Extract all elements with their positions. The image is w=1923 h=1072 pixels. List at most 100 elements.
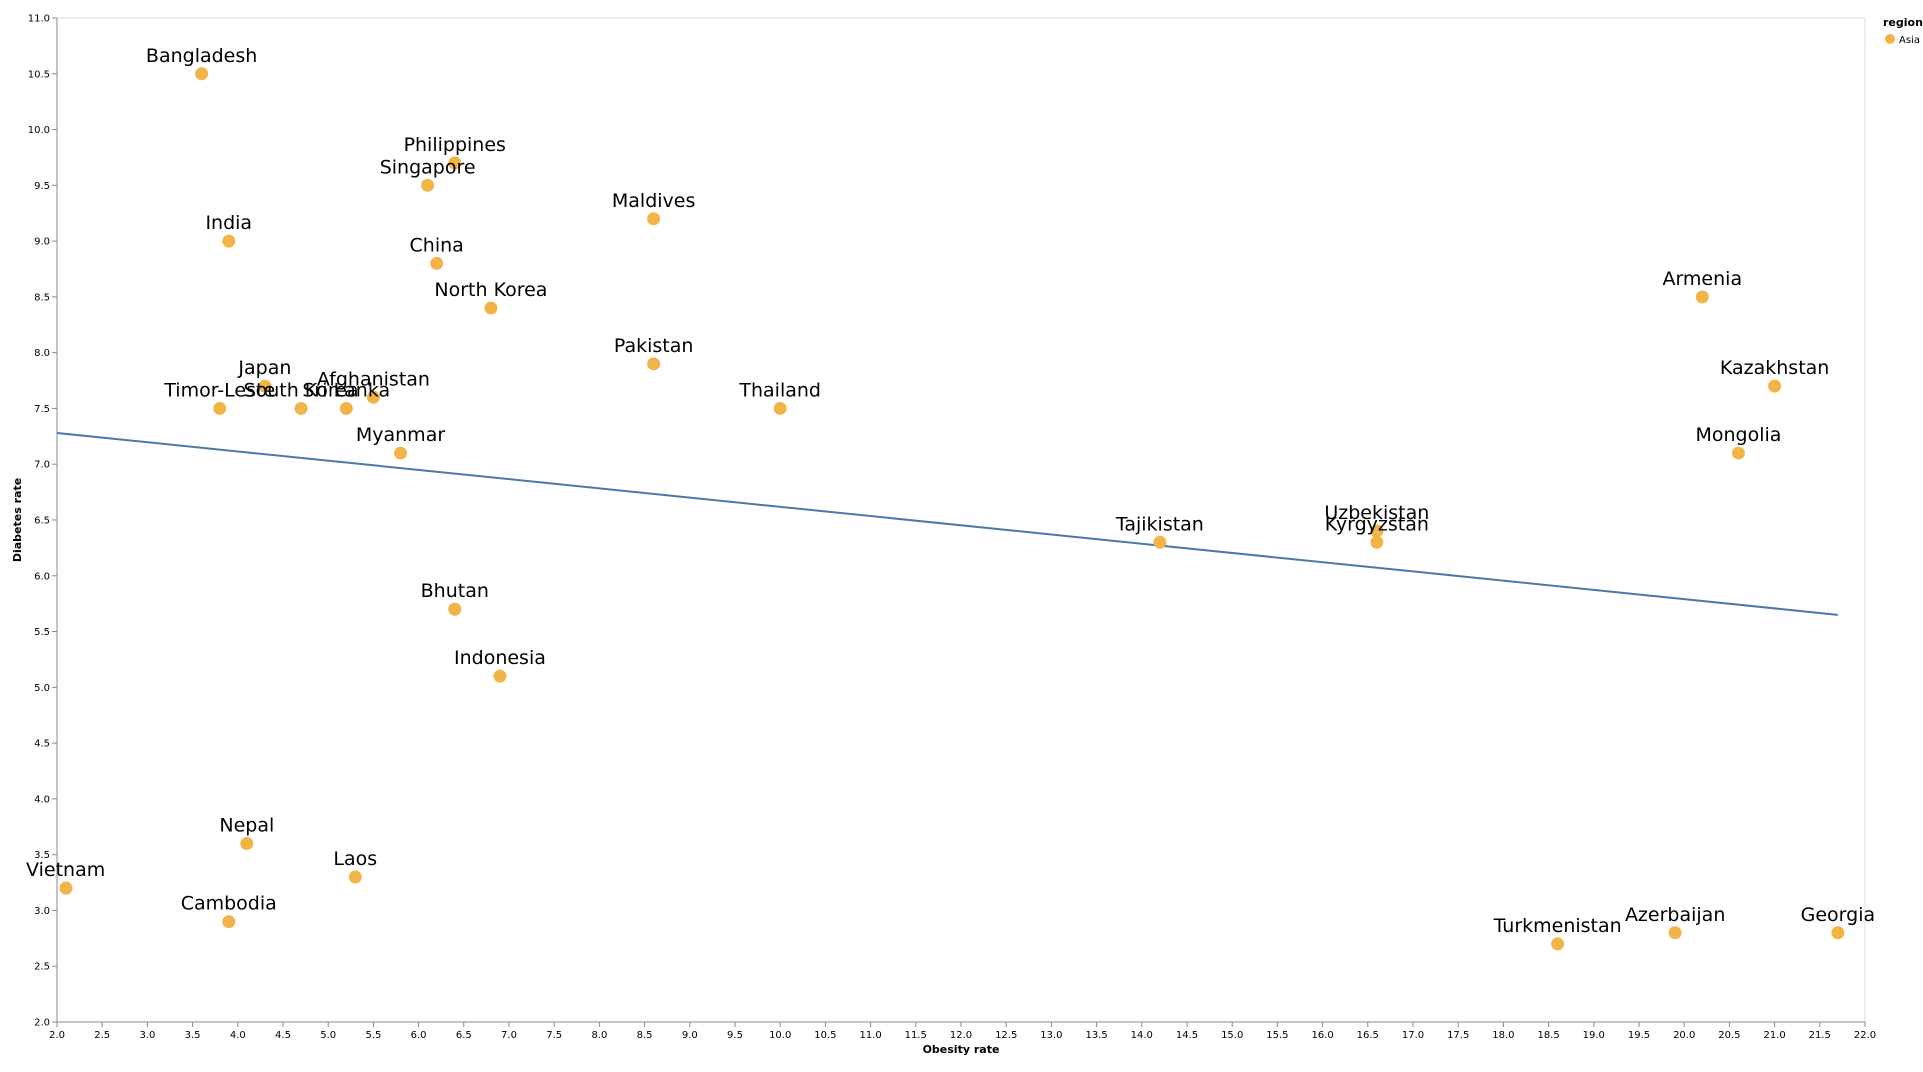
x-axis: 2.0 2.5 3.0 3.5 4.0 4.5 5.0 5.5 6.0 6.5 7.0 7.5 8.0 8… xyxy=(49,1021,1876,1041)
point-tajikistan xyxy=(1153,535,1167,549)
point-japan xyxy=(258,379,272,393)
point-label-pakistan: Pakistan xyxy=(614,335,694,357)
x-tick-label: 18.0 xyxy=(1492,1030,1514,1041)
y-tick-label: 9.0 xyxy=(34,237,50,248)
point-north-korea xyxy=(484,301,498,315)
point-label-sri-lanka: Sri Lanka xyxy=(302,379,390,401)
x-tick-label: 3.5 xyxy=(185,1030,201,1041)
y-tick-label: 8.5 xyxy=(34,292,50,303)
x-tick-label: 13.5 xyxy=(1085,1030,1107,1041)
point-label-uzbekistan: Uzbekistan xyxy=(1324,502,1429,524)
x-tick-label: 4.0 xyxy=(230,1030,246,1041)
y-tick-label: 9.5 xyxy=(34,181,50,192)
y-tick-label: 8.0 xyxy=(34,348,50,359)
x-tick-label: 16.0 xyxy=(1311,1030,1333,1041)
point-mongolia xyxy=(1731,446,1745,460)
y-axis: 2.0 2.5 3.0 3.5 4.0 4.5 5.0 5.5 6.0 6.5 7.0 7.5 8.0 8… xyxy=(28,14,58,1029)
y-tick-label: 7.0 xyxy=(34,460,50,471)
y-tick-label: 10.0 xyxy=(28,125,50,136)
point-vietnam xyxy=(59,881,73,895)
x-axis-title: Obesity rate xyxy=(923,1043,1000,1056)
x-tick-label: 9.5 xyxy=(727,1030,743,1041)
point-label-timor-leste: Timor-Leste xyxy=(163,379,275,401)
trend-line-layer xyxy=(56,431,1838,616)
x-tick-label: 12.5 xyxy=(995,1030,1017,1041)
y-tick-label: 6.0 xyxy=(34,571,50,582)
legend-label-asia: Asia xyxy=(1899,35,1920,46)
x-tick-label: 12.0 xyxy=(950,1030,972,1041)
x-tick-label: 17.0 xyxy=(1402,1030,1424,1041)
x-tick-label: 7.5 xyxy=(546,1030,562,1041)
point-label-thailand: Thailand xyxy=(738,379,821,401)
point-armenia xyxy=(1695,290,1709,304)
x-tick-label: 14.5 xyxy=(1176,1030,1198,1041)
x-tick-label: 11.0 xyxy=(859,1030,881,1041)
x-tick-label: 21.5 xyxy=(1809,1030,1831,1041)
y-tick-label: 11.0 xyxy=(28,14,50,25)
point-label-singapore: Singapore xyxy=(380,156,476,178)
x-tick-label: 10.0 xyxy=(769,1030,791,1041)
y-tick-label: 2.5 xyxy=(34,962,50,973)
legend: region Asia xyxy=(1883,16,1923,46)
x-tick-label: 5.5 xyxy=(365,1030,381,1041)
point-label-turkmenistan: Turkmenistan xyxy=(1493,915,1622,937)
point-nepal xyxy=(240,837,254,851)
points-layer xyxy=(59,67,1845,951)
x-tick-label: 18.5 xyxy=(1537,1030,1559,1041)
x-tick-label: 15.5 xyxy=(1266,1030,1288,1041)
x-tick-label: 7.0 xyxy=(501,1030,517,1041)
point-label-georgia: Georgia xyxy=(1801,904,1876,926)
y-tick-label: 5.5 xyxy=(34,627,50,638)
point-label-kyrgyzstan: Kyrgyzstan xyxy=(1325,513,1429,535)
x-tick-label: 20.5 xyxy=(1718,1030,1740,1041)
y-tick-label: 10.5 xyxy=(28,69,50,80)
x-tick-label: 14.0 xyxy=(1131,1030,1153,1041)
x-tick-label: 3.0 xyxy=(139,1030,155,1041)
x-tick-label: 20.0 xyxy=(1673,1030,1695,1041)
x-tick-label: 19.5 xyxy=(1628,1030,1650,1041)
point-label-bangladesh: Bangladesh xyxy=(146,45,257,67)
x-tick-label: 10.5 xyxy=(814,1030,836,1041)
point-azerbaijan xyxy=(1668,926,1682,940)
point-thailand xyxy=(773,401,787,415)
point-label-azerbaijan: Azerbaijan xyxy=(1625,904,1725,926)
y-tick-label: 3.0 xyxy=(34,906,50,917)
x-tick-label: 2.5 xyxy=(94,1030,110,1041)
x-tick-label: 6.0 xyxy=(411,1030,427,1041)
x-tick-label: 8.5 xyxy=(637,1030,653,1041)
x-tick-label: 6.5 xyxy=(456,1030,472,1041)
legend-title: region xyxy=(1883,16,1923,29)
point-south-korea xyxy=(294,401,308,415)
point-timor-leste xyxy=(213,401,227,415)
x-tick-label: 22.0 xyxy=(1854,1030,1876,1041)
x-tick-label: 13.0 xyxy=(1040,1030,1062,1041)
point-indonesia xyxy=(493,669,507,683)
x-tick-label: 9.0 xyxy=(682,1030,698,1041)
point-label-kazakhstan: Kazakhstan xyxy=(1720,357,1829,379)
x-tick-label: 4.5 xyxy=(275,1030,291,1041)
point-cambodia xyxy=(222,915,236,929)
point-label-bhutan: Bhutan xyxy=(421,580,489,602)
plot-frame xyxy=(56,17,1866,1023)
point-philippines xyxy=(448,156,462,170)
point-bangladesh xyxy=(195,67,209,81)
point-label-tajikistan: Tajikistan xyxy=(1115,513,1204,535)
point-label-afghanistan: Afghanistan xyxy=(317,368,430,390)
x-tick-label: 17.5 xyxy=(1447,1030,1469,1041)
point-label-laos: Laos xyxy=(333,848,377,870)
point-label-maldives: Maldives xyxy=(612,190,696,212)
x-tick-label: 8.0 xyxy=(591,1030,607,1041)
legend-swatch-asia xyxy=(1885,34,1895,44)
x-tick-label: 15.0 xyxy=(1221,1030,1243,1041)
y-tick-label: 5.0 xyxy=(34,683,50,694)
point-label-mongolia: Mongolia xyxy=(1695,424,1781,446)
point-label-india: India xyxy=(205,212,252,234)
point-maldives xyxy=(647,212,661,226)
x-tick-label: 2.0 xyxy=(49,1030,65,1041)
y-tick-label: 2.0 xyxy=(34,1018,50,1029)
point-uzbekistan xyxy=(1370,524,1384,538)
y-tick-label: 7.5 xyxy=(34,404,50,415)
